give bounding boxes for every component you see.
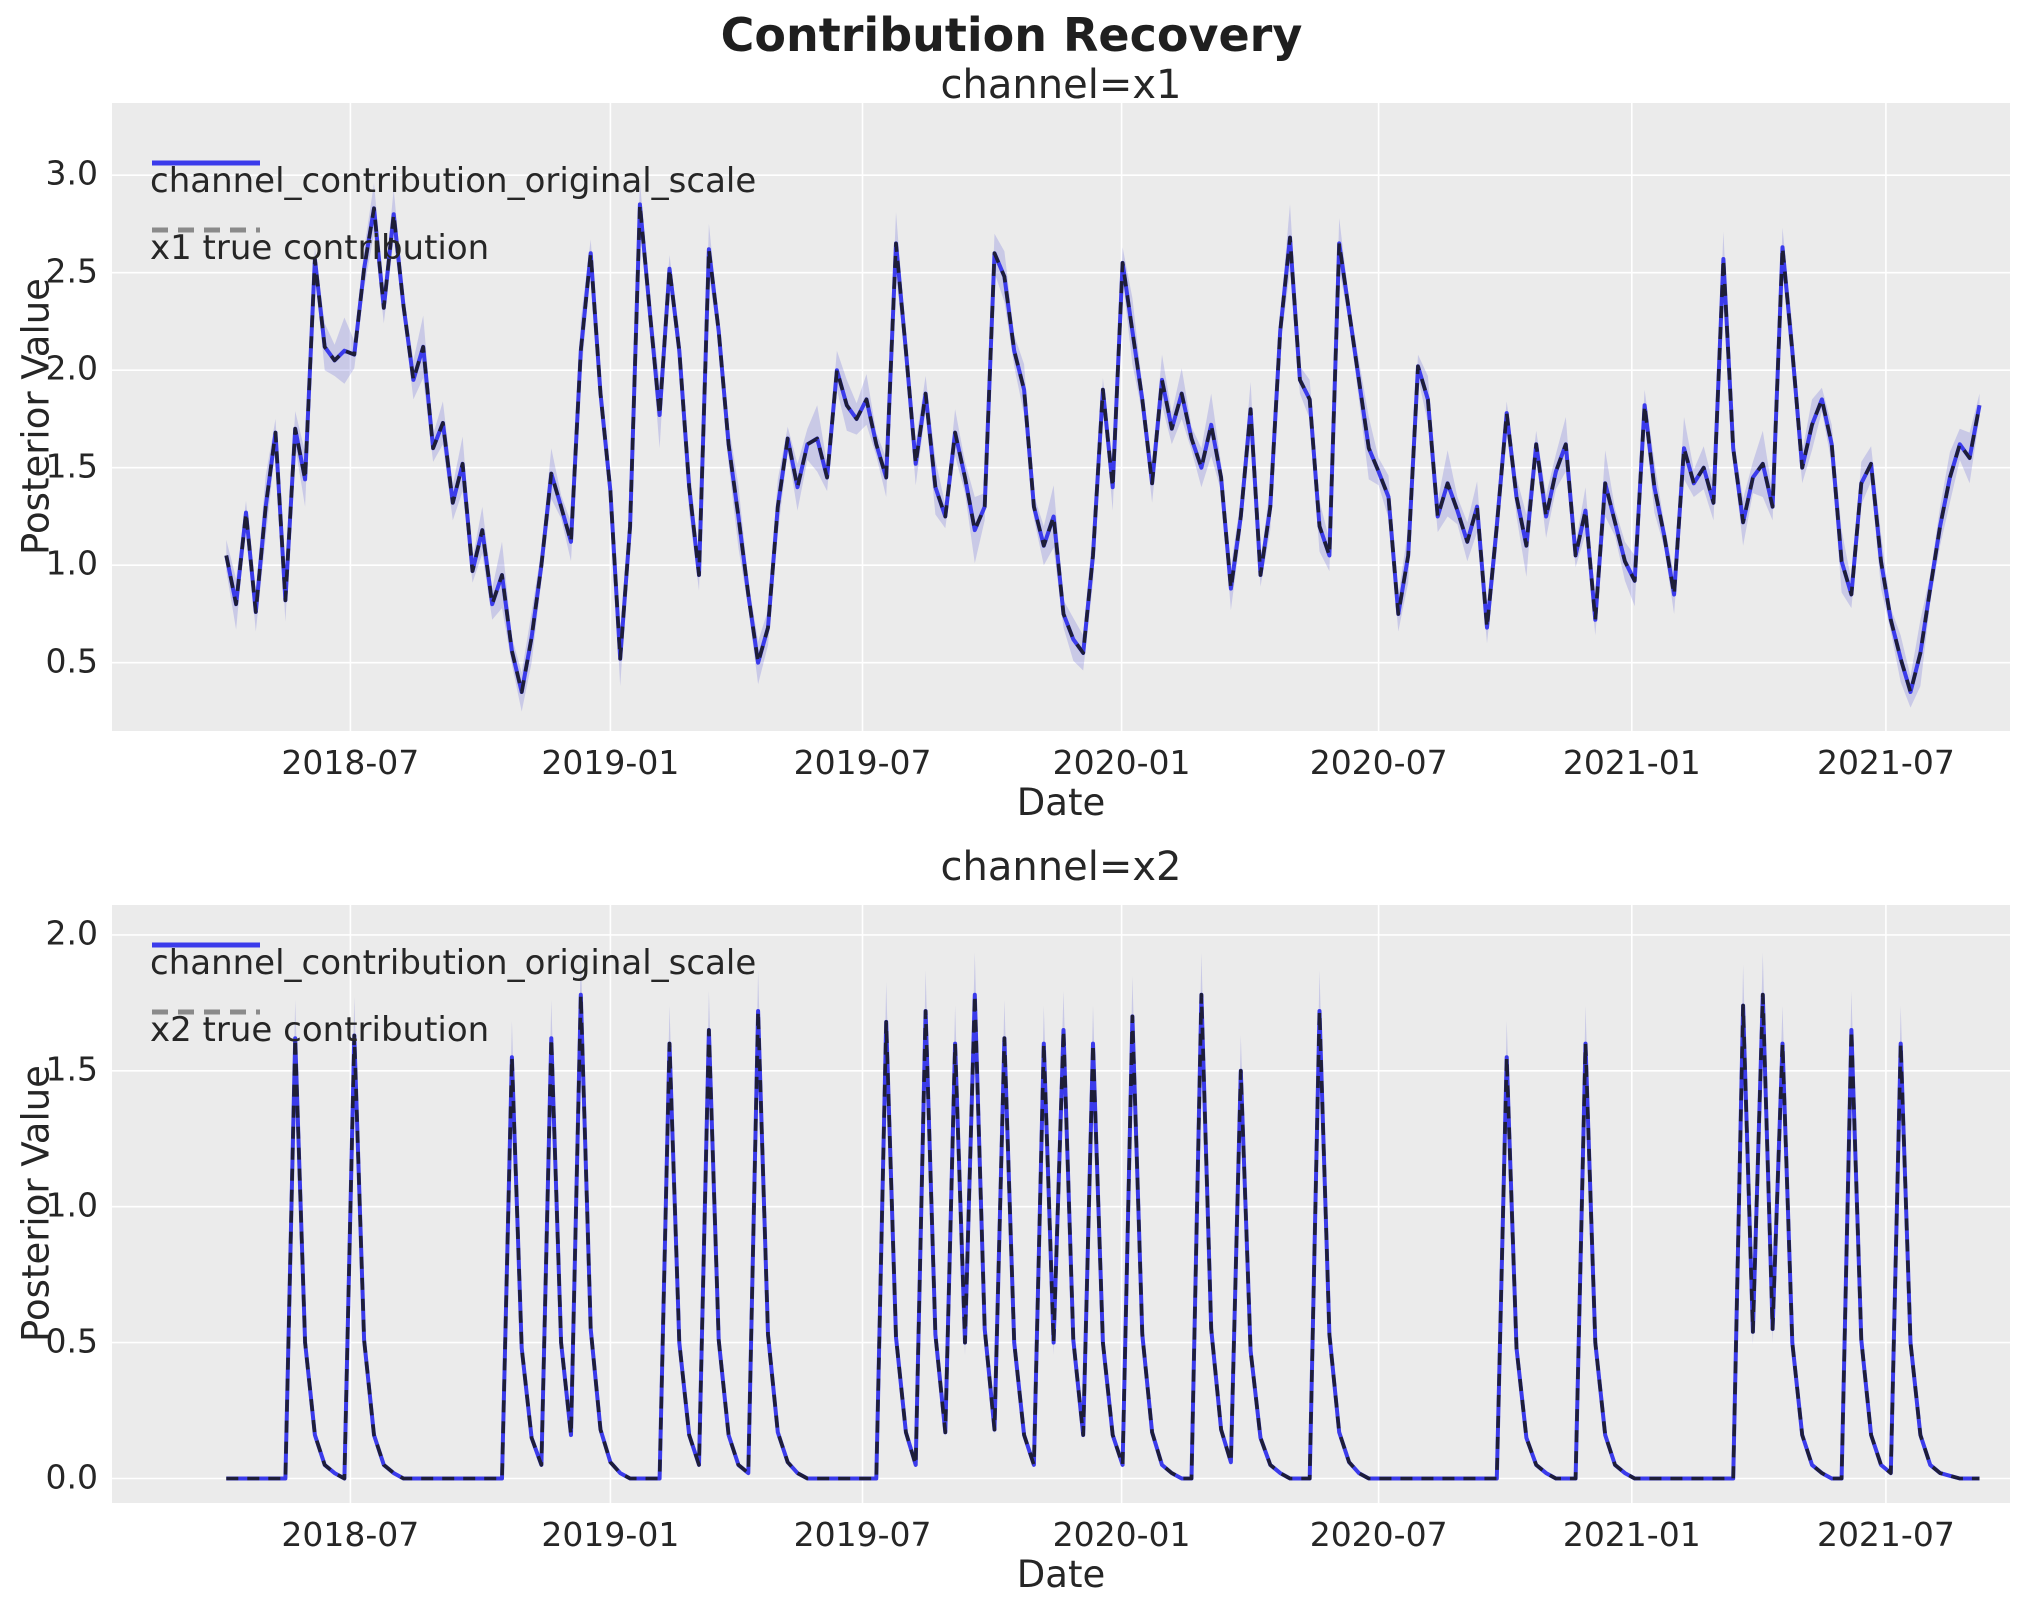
line-chart-x2 [112,905,2010,1503]
true-contribution-line [224,202,1982,694]
true-line-swatch-icon [152,1009,260,1015]
true-contribution-line [226,992,1980,1481]
y-tick-label: 1.0 [45,1185,98,1225]
y-tick-label: 2.0 [45,913,98,953]
x-tick-label: 2019-01 [541,743,680,782]
legend-item-posterior: channel_contribution_original_scale [150,941,756,985]
y-tick-label: 1.5 [45,446,98,486]
x-axis-label-x1: Date [1016,781,1106,824]
x-tick-label: 2018-07 [281,743,420,782]
posterior-line-swatch-icon [152,942,260,948]
true-line-swatch-icon [152,227,260,233]
subplot-title-x2: channel=x2 [940,844,1182,890]
x-tick-label: 2019-07 [793,743,932,782]
y-tick-label: 2.5 [45,251,98,291]
y-tick-label: 1.5 [45,1049,98,1089]
legend-item-true: x2 true contribution [150,1008,489,1052]
y-tick-label: 0.5 [45,1321,98,1361]
posterior-line-swatch-icon [152,160,260,166]
axes-x1: channel_contribution_original_scale x1 t… [46,103,2010,782]
x-tick-label: 2018-07 [281,1515,420,1554]
x-tick-label: 2020-01 [1052,1515,1191,1554]
x-tick-label: 2021-07 [1816,1515,1955,1554]
legend-label-true: x2 true contribution [150,1010,490,1050]
x-tick-label: 2021-01 [1562,743,1701,782]
y-tick-label: 2.0 [45,348,98,388]
legend-label-posterior: channel_contribution_original_scale [150,943,757,983]
x-tick-label: 2020-01 [1052,743,1191,782]
y-tick-label: 0.5 [45,641,98,681]
x-axis-label-x2: Date [1016,1553,1106,1596]
legend-item-posterior: channel_contribution_original_scale [150,159,756,203]
figure-title: Contribution Recovery [720,8,1303,62]
posterior-line [224,202,1982,694]
x-tick-label: 2020-07 [1309,743,1448,782]
hdi-band [226,952,1980,1480]
x-tick-label: 2021-01 [1562,1515,1701,1554]
posterior-line [226,992,1980,1481]
y-tick-label: 3.0 [45,153,98,193]
x-tick-label: 2020-07 [1309,1515,1448,1554]
legend-label-posterior: channel_contribution_original_scale [150,161,757,201]
x-tick-label: 2021-07 [1816,743,1955,782]
y-axis-label-x1: Posterior Value [14,278,58,555]
legend-label-true: x1 true contribution [150,228,490,268]
legend-item-true: x1 true contribution [150,226,489,270]
subplot-title-x1: channel=x1 [940,62,1182,108]
y-axis-label-x2: Posterior Value [14,1065,58,1342]
x-tick-label: 2019-07 [793,1515,932,1554]
axes-x2: channel_contribution_original_scale x2 t… [46,905,2010,1554]
y-tick-label: 0.0 [45,1457,98,1497]
y-tick-label: 1.0 [45,543,98,583]
x-tick-label: 2019-01 [541,1515,680,1554]
line-chart-x1 [112,103,2010,731]
